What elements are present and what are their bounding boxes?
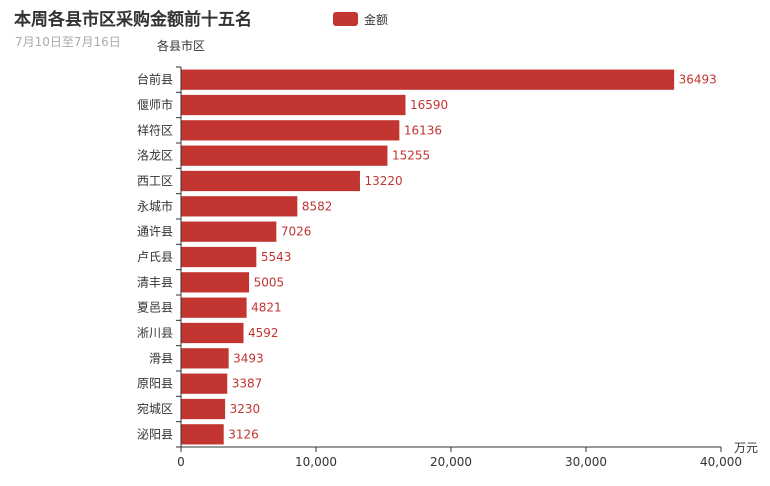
y-axis-name: 各县市区 [157, 38, 205, 53]
bar [181, 373, 228, 394]
y-tick-label: 泌阳县 [137, 427, 173, 441]
data-label: 8582 [302, 199, 333, 213]
data-label: 3230 [230, 402, 261, 416]
bar [181, 145, 388, 166]
data-label: 7026 [281, 225, 312, 239]
y-tick-label: 淅川县 [137, 325, 173, 340]
data-label: 16590 [410, 98, 448, 112]
bar [181, 398, 226, 420]
y-tick-label: 永城市 [137, 198, 173, 213]
x-tick-label: 20,000 [430, 455, 472, 469]
data-label: 5005 [254, 275, 285, 289]
y-tick-label: 滑县 [149, 351, 173, 365]
data-label: 3387 [232, 377, 263, 391]
bar [181, 424, 224, 445]
data-label: 15255 [392, 149, 430, 163]
x-tick-label: 0 [177, 455, 185, 469]
data-label: 36493 [679, 73, 717, 87]
legend-swatch[interactable] [333, 12, 358, 26]
y-tick-label: 西工区 [137, 174, 173, 188]
data-label: 13220 [364, 174, 402, 188]
bar [181, 246, 257, 268]
data-label: 4592 [248, 326, 279, 340]
y-tick-label: 台前县 [137, 72, 173, 87]
bar [181, 297, 247, 318]
y-tick-label: 通许县 [137, 225, 173, 239]
bar [181, 170, 360, 192]
y-tick-label: 偃师市 [137, 97, 173, 112]
bar [181, 120, 400, 141]
bar [181, 196, 298, 217]
bar [181, 272, 250, 293]
bar [181, 94, 406, 116]
x-tick-label: 10,000 [295, 455, 337, 469]
bar [181, 69, 675, 90]
y-tick-label: 祥符区 [137, 122, 173, 137]
x-axis-name: 万元 [734, 441, 758, 455]
data-label: 16136 [404, 123, 442, 137]
bar [181, 348, 229, 369]
data-label: 5543 [261, 250, 292, 264]
y-tick-label: 夏邑县 [137, 301, 173, 315]
bar [181, 322, 244, 344]
x-tick-label: 30,000 [565, 455, 607, 469]
y-tick-label: 清丰县 [137, 275, 173, 289]
chart-title: 本周各县市区采购金额前十五名 [14, 9, 252, 30]
bar [181, 221, 277, 242]
x-tick-label: 40,000 [700, 455, 742, 469]
data-label: 4821 [251, 301, 282, 315]
legend-label[interactable]: 金额 [364, 12, 388, 27]
data-label: 3126 [228, 427, 259, 441]
y-tick-label: 宛城区 [137, 401, 173, 416]
y-tick-label: 卢氏县 [137, 249, 173, 264]
data-label: 3493 [233, 351, 264, 365]
y-tick-label: 洛龙区 [137, 148, 173, 163]
y-tick-label: 原阳县 [137, 377, 173, 391]
chart-subtitle: 7月10日至7月16日 [15, 35, 121, 49]
